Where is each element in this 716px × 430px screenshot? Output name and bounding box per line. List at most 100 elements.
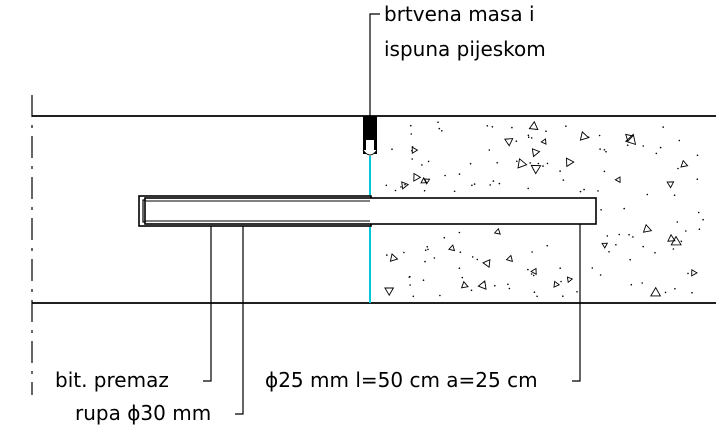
sealant-label-line2: ispuna pijeskom — [384, 37, 546, 61]
hatch-dot — [529, 162, 531, 164]
hatch-dot — [391, 148, 393, 150]
hatch-dot — [409, 284, 411, 286]
hatch-aggregate — [528, 120, 539, 131]
hatch-dot — [410, 124, 412, 127]
hatch-dot — [632, 236, 634, 238]
hatch-dot — [458, 267, 461, 270]
hatch-dot — [673, 194, 676, 196]
hatch-dot — [664, 291, 667, 294]
hatch-dot — [494, 284, 496, 287]
hatch-dot — [696, 178, 699, 180]
hatch-dot — [471, 256, 474, 258]
hatch-aggregate — [670, 235, 682, 246]
hatch-dot — [562, 179, 565, 181]
hatch-dot — [422, 279, 425, 282]
hatch-dot — [400, 186, 402, 188]
hatch-dot — [598, 134, 601, 137]
hatch-dot — [527, 187, 529, 190]
hatch-dot — [599, 274, 602, 276]
hatch-aggregate — [411, 146, 419, 154]
hatch-dot — [491, 126, 494, 128]
hatch-aggregate — [680, 159, 689, 168]
hatch-dot — [702, 218, 704, 221]
hatch-dot — [453, 190, 456, 193]
hatch-aggregate — [650, 286, 662, 297]
hatch-dot — [579, 190, 582, 193]
hatch-aggregate — [420, 176, 428, 184]
hatch-dot — [546, 244, 548, 247]
hatch-dot — [565, 125, 567, 127]
hatch-dot — [691, 291, 693, 294]
hatch-dot — [516, 160, 518, 163]
hatch-dot — [437, 121, 439, 123]
dowel-label: ϕ25 mm l=50 cm a=25 cm — [265, 368, 538, 392]
coating-label: bit. premaz — [55, 368, 169, 392]
hatch-dot — [600, 209, 602, 211]
sealant-label-line1: brtvena masa i — [384, 2, 535, 26]
hatch-dot — [674, 288, 676, 290]
hatch-dot — [696, 154, 699, 157]
hatch-dot — [439, 294, 441, 297]
hatch-aggregate — [601, 242, 609, 249]
hatch-dot — [597, 190, 599, 192]
hatch-aggregate — [624, 133, 637, 146]
hatch-aggregate — [503, 138, 514, 147]
hatch-aggregate — [566, 157, 575, 168]
dowel-bar-mask — [146, 202, 370, 220]
hatch-dot — [427, 160, 430, 163]
hatch-dot — [583, 188, 585, 191]
hatch-dot — [608, 251, 610, 253]
hatch-dot — [533, 291, 536, 294]
hatch-dot — [605, 150, 607, 153]
hatch-dot — [641, 282, 643, 284]
hatch-dot — [562, 295, 564, 298]
hatch-dot — [559, 267, 561, 270]
hatch-dot — [542, 165, 544, 167]
hatch-dot — [515, 140, 518, 142]
hatch-aggregate — [642, 223, 653, 233]
hatch-dot — [489, 184, 492, 186]
hatch-dot — [530, 137, 533, 139]
hatch-dot — [423, 189, 426, 192]
hatch-dot — [461, 276, 464, 279]
hatch-dot — [527, 134, 530, 137]
hatch-dot — [618, 233, 620, 236]
hatch-dot — [630, 283, 633, 286]
hatch-dot — [546, 162, 549, 165]
hatch-dot — [536, 295, 538, 298]
hatch-dot — [527, 268, 529, 271]
hatch-dot — [438, 127, 441, 130]
hatch-aggregate — [566, 276, 574, 284]
hatch-dot — [685, 230, 687, 232]
hatch-aggregate — [530, 267, 537, 276]
hatch-dot — [642, 145, 645, 147]
hatch-dot — [443, 236, 446, 239]
hatch-dot — [498, 182, 501, 185]
hatch-aggregate — [517, 157, 528, 169]
hatch-dot — [527, 136, 530, 138]
hole-leader — [235, 226, 244, 415]
hatch-dot — [606, 235, 609, 237]
hatch-aggregate — [413, 172, 422, 182]
hatch-dot — [532, 274, 535, 277]
hatch-dot — [628, 233, 630, 236]
hole-label: rupa ϕ30 mm — [75, 401, 211, 425]
hatch-dot — [537, 162, 540, 165]
hatch-aggregate — [540, 138, 547, 145]
hatch-aggregate — [505, 254, 514, 263]
hatch-dot — [459, 251, 462, 253]
hatch-aggregate — [384, 287, 395, 297]
hatch-aggregate — [493, 227, 501, 235]
hatch-dot — [655, 152, 658, 155]
hatch-dot — [659, 146, 662, 149]
hatch-aggregate — [423, 178, 431, 185]
hatch-dot — [458, 173, 461, 175]
hatch-aggregate — [553, 280, 561, 288]
hatch-dot — [654, 252, 656, 254]
hatch-dot — [591, 267, 594, 269]
sealant-cap — [362, 149, 378, 156]
hatch-dot — [386, 254, 388, 256]
hatch-aggregate — [477, 280, 487, 290]
hatch-dot — [441, 130, 443, 132]
